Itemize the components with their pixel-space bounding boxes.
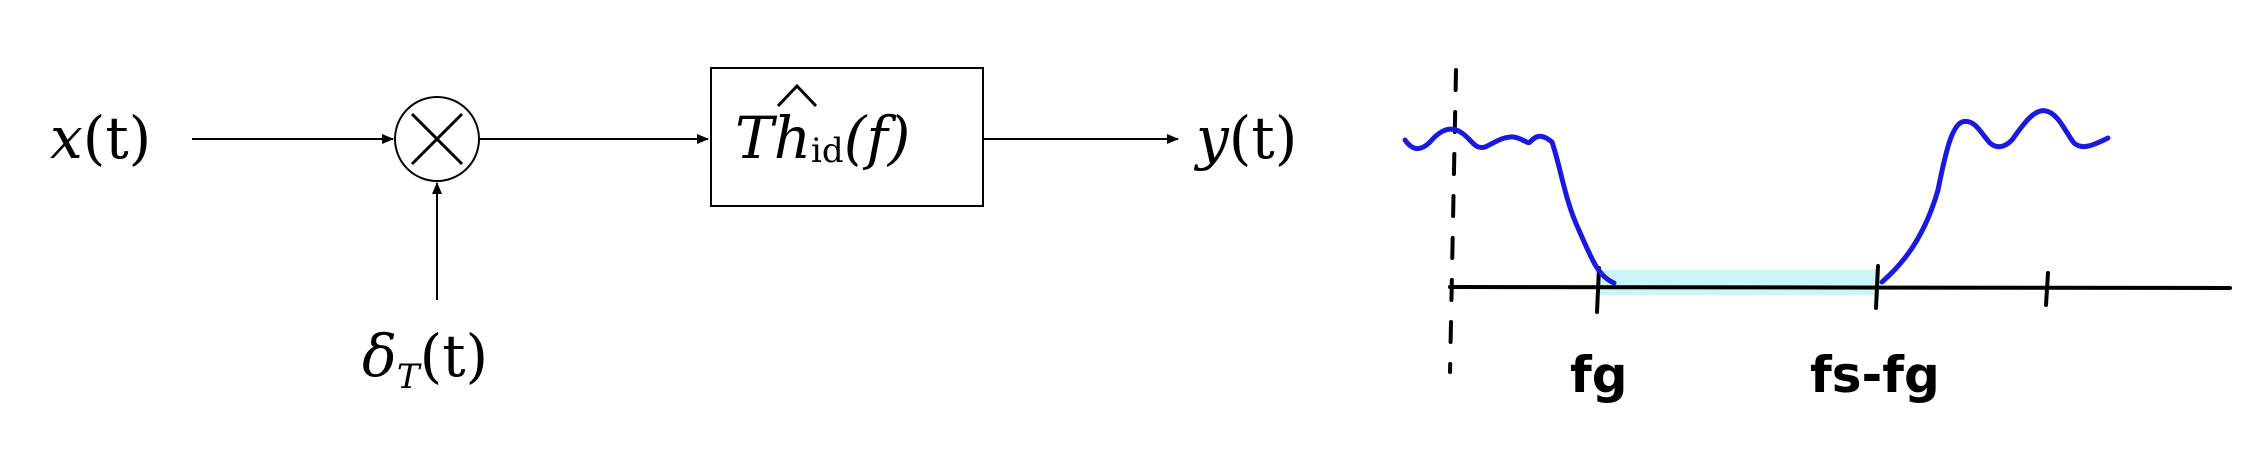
- filter-box: [710, 67, 984, 207]
- filter-label: Thid(f): [735, 104, 910, 172]
- filter-block: Thid(f): [710, 67, 984, 207]
- frequency-axis: [1448, 285, 2232, 290]
- zero-frequency-dashed-line: [1448, 68, 1458, 374]
- spectrum-sketch: fg fs-fg: [1402, 68, 2232, 404]
- image-spectrum-curve: [1879, 108, 2111, 285]
- label-fg-text: fg: [1570, 346, 1628, 404]
- tick-fs-minus-fg: [1874, 264, 1880, 310]
- impulse-train-label: δT(t): [362, 322, 488, 397]
- filter-hat-accent: [776, 83, 818, 108]
- output-signal-label: y(t): [1193, 104, 1297, 172]
- label-fs-minus-fg: fs-fg: [1810, 346, 1940, 404]
- gap-band-highlight: [1598, 270, 1876, 295]
- tick-fg: [1595, 266, 1601, 314]
- label-fs-minus-fg-text: fs-fg: [1810, 346, 1940, 404]
- input-signal-label: x(t): [50, 104, 151, 172]
- baseband-spectrum-curve: [1402, 126, 1617, 286]
- multiplier-node: [394, 96, 480, 182]
- label-fg: fg: [1570, 346, 1628, 404]
- multiply-icon-stroke: [410, 112, 464, 166]
- tick-fs: [2044, 271, 2050, 307]
- block-diagram: x(t) δT(t) Thid(f) y(t): [50, 67, 1297, 397]
